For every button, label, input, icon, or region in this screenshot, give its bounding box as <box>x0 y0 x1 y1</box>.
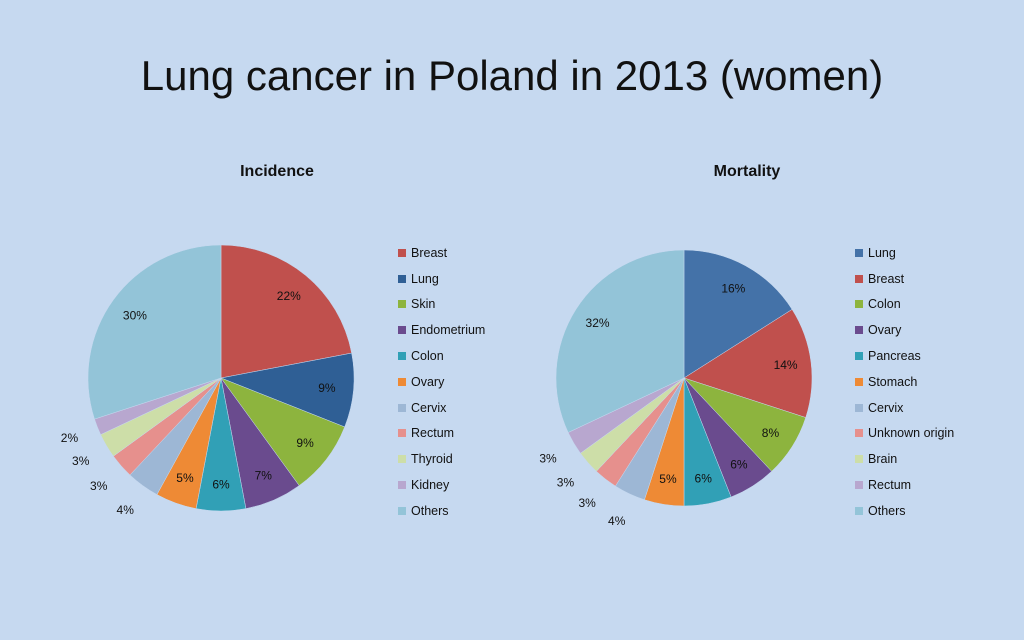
incidence-legend-item-others: Others <box>398 498 485 524</box>
incidence-legend-label: Ovary <box>411 374 445 389</box>
mortality-legend-label: Stomach <box>868 374 918 389</box>
mortality-legend-swatch <box>855 429 863 438</box>
mortality-legend-item-unknown-origin: Unknown origin <box>855 421 954 447</box>
incidence-label-cervix: 4% <box>117 503 135 517</box>
incidence-slice-others <box>87 244 222 420</box>
incidence-legend-swatch <box>398 377 406 386</box>
mortality-legend: Lung Breast Colon Ovary Pancreas Stomach Cervi… <box>855 240 954 524</box>
incidence-legend-label: Lung <box>411 271 439 286</box>
mortality-legend-item-ovary: Ovary <box>855 317 954 343</box>
mortality-legend-item-colon: Colon <box>855 292 954 318</box>
incidence-legend-item-breast: Breast <box>398 240 485 266</box>
incidence-legend-label: Cervix <box>411 400 447 415</box>
incidence-legend-item-endometrium: Endometrium <box>398 317 485 343</box>
mortality-legend-item-rectum: Rectum <box>855 472 954 498</box>
mortality-chart-title: Mortality <box>713 163 781 180</box>
mortality-legend-swatch <box>855 455 863 464</box>
mortality-legend-swatch <box>855 506 863 515</box>
mortality-legend-label: Cervix <box>868 400 904 415</box>
mortality-legend-label: Unknown origin <box>868 426 955 441</box>
incidence-legend: Breast Lung Skin Endometrium Colon Ovary Cervi… <box>398 240 485 524</box>
mortality-legend-item-cervix: Cervix <box>855 395 954 421</box>
incidence-legend-item-thyroid: Thyroid <box>398 446 485 472</box>
incidence-label-skin: 9% <box>296 436 314 450</box>
mortality-legend-swatch <box>855 300 863 309</box>
mortality-legend-item-brain: Brain <box>855 446 954 472</box>
incidence-legend-item-rectum: Rectum <box>398 421 485 447</box>
mortality-legend-label: Others <box>868 503 906 518</box>
mortality-legend-item-others: Others <box>855 498 954 524</box>
mortality-legend-item-pancreas: Pancreas <box>855 343 954 369</box>
mortality-legend-swatch <box>855 352 863 361</box>
incidence-legend-swatch <box>398 248 406 257</box>
mortality-legend-swatch <box>855 274 863 283</box>
mortality-legend-swatch <box>855 326 863 335</box>
mortality-legend-label: Pancreas <box>868 349 921 364</box>
incidence-legend-swatch <box>398 506 406 515</box>
incidence-chart-title: Incidence <box>240 163 314 180</box>
incidence-legend-swatch <box>398 429 406 438</box>
incidence-label-endometrium: 7% <box>255 469 273 483</box>
mortality-legend-label: Brain <box>868 452 898 467</box>
slide-title: Lung cancer in Poland in 2013 (women) <box>140 52 884 99</box>
incidence-label-kidney: 2% <box>61 431 79 445</box>
incidence-legend-label: Endometrium <box>411 323 486 338</box>
incidence-label-ovary: 5% <box>176 471 194 485</box>
incidence-legend-swatch <box>398 352 406 361</box>
incidence-legend-label: Kidney <box>411 478 450 493</box>
incidence-legend-item-colon: Colon <box>398 343 485 369</box>
incidence-legend-item-lung: Lung <box>398 266 485 292</box>
incidence-legend-label: Others <box>411 503 449 518</box>
incidence-legend-label: Thyroid <box>411 452 453 467</box>
incidence-legend-label: Skin <box>411 297 436 312</box>
incidence-legend-swatch <box>398 455 406 464</box>
incidence-legend-label: Rectum <box>411 426 455 441</box>
incidence-legend-swatch <box>398 326 406 335</box>
incidence-label-breast: 22% <box>277 289 301 303</box>
mortality-legend-label: Rectum <box>868 478 912 493</box>
mortality-legend-item-lung: Lung <box>855 240 954 266</box>
mortality-legend-item-breast: Breast <box>855 266 954 292</box>
incidence-legend-swatch <box>398 300 406 309</box>
mortality-legend-swatch <box>855 481 863 490</box>
mortality-legend-swatch <box>855 377 863 386</box>
mortality-legend-label: Breast <box>868 271 905 286</box>
incidence-legend-item-ovary: Ovary <box>398 369 485 395</box>
incidence-legend-swatch <box>398 274 406 283</box>
mortality-legend-label: Colon <box>868 297 901 312</box>
mortality-legend-label: Ovary <box>868 323 902 338</box>
incidence-label-rectum: 3% <box>90 479 108 493</box>
mortality-legend-item-stomach: Stomach <box>855 369 954 395</box>
mortality-legend-swatch <box>855 403 863 412</box>
incidence-legend-label: Breast <box>411 245 448 260</box>
mortality-legend-swatch <box>855 248 863 257</box>
incidence-label-thyroid: 3% <box>72 454 90 468</box>
incidence-legend-swatch <box>398 481 406 490</box>
incidence-label-lung: 9% <box>318 381 336 395</box>
incidence-label-colon: 6% <box>212 477 230 491</box>
incidence-legend-item-skin: Skin <box>398 292 485 318</box>
incidence-slice-breast <box>220 244 352 379</box>
incidence-legend-swatch <box>398 403 406 412</box>
incidence-label-others: 30% <box>123 308 147 322</box>
mortality-legend-label: Lung <box>868 245 896 260</box>
incidence-legend-label: Colon <box>411 349 444 364</box>
incidence-legend-item-cervix: Cervix <box>398 395 485 421</box>
incidence-legend-item-kidney: Kidney <box>398 472 485 498</box>
